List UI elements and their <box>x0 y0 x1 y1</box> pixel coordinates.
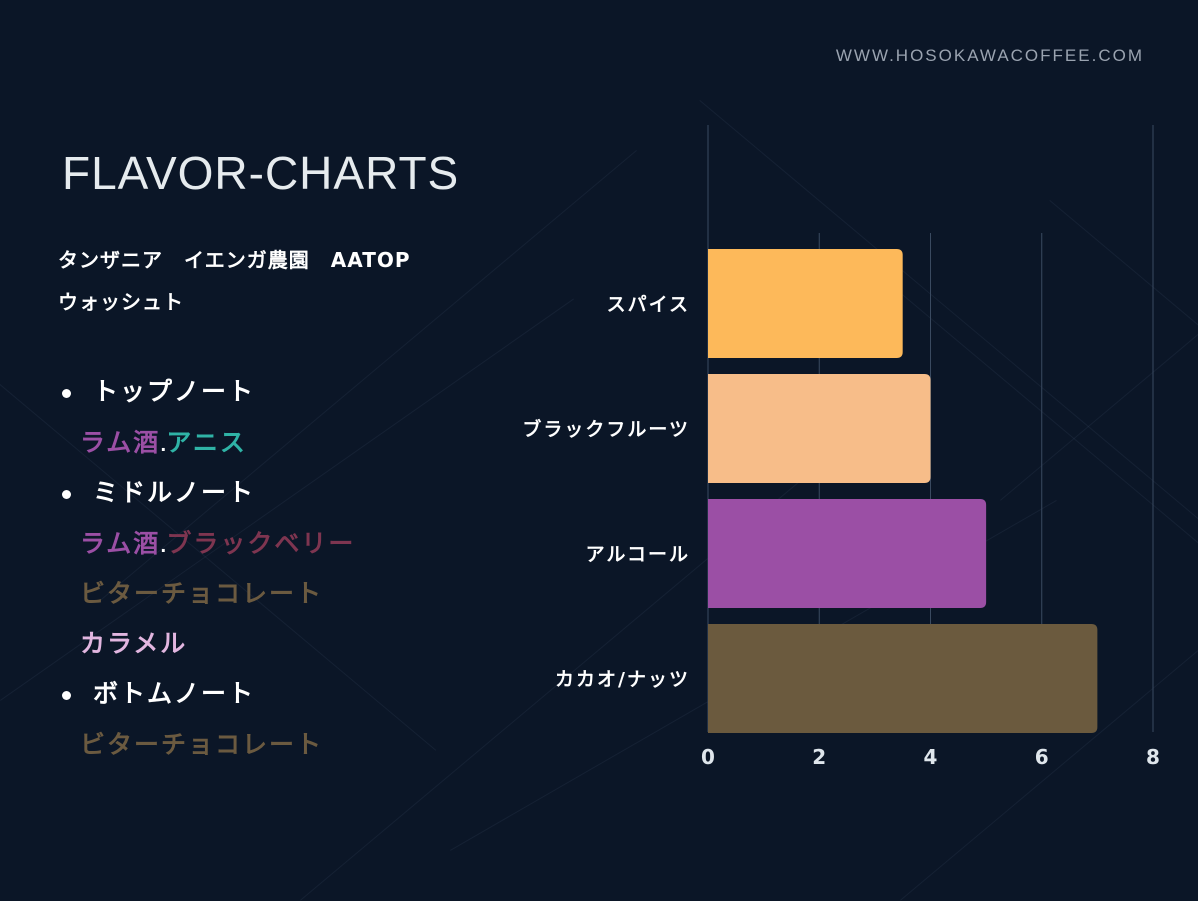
bottom-note-item-chocolate: ビターチョコレート <box>80 730 324 759</box>
category-label: ブラックフルーツ <box>522 418 690 441</box>
x-tick-label: 8 <box>1146 745 1160 769</box>
middle-note-item-caramel: カラメル <box>80 629 188 658</box>
category-label: スパイス <box>607 294 690 316</box>
bar-3 <box>708 624 1098 733</box>
middle-note-item-chocolate: ビターチョコレート <box>80 579 324 608</box>
process-method: ウォッシュト <box>58 290 184 314</box>
bullet-icon <box>62 690 71 700</box>
top-note-items: ラム酒.アニス <box>80 423 247 459</box>
middle-note-label: ミドルノート <box>93 478 256 507</box>
category-label: カカオ/ナッツ <box>555 669 690 691</box>
bottom-note-heading: ボトムノート <box>62 674 255 710</box>
top-note-heading: トップノート <box>62 372 255 408</box>
middle-note-heading: ミドルノート <box>62 473 255 509</box>
bar-1 <box>708 374 931 483</box>
middle-note-items: ラム酒.ブラックベリー <box>80 524 355 560</box>
note-item: ブラックベリー <box>166 529 356 558</box>
website-url: WWW.HOSOKAWACOFFEE.COM <box>835 46 1144 65</box>
top-note-label: トップノート <box>93 377 256 406</box>
x-tick-label: 0 <box>701 745 715 769</box>
x-tick-label: 4 <box>924 745 938 769</box>
bar-2 <box>708 499 987 608</box>
note-item: アニス <box>166 428 247 457</box>
bottom-note-label: ボトムノート <box>93 679 256 708</box>
note-item: ラム酒 <box>80 428 161 457</box>
bullet-icon <box>62 489 71 499</box>
page-title: FLAVOR-CHARTS <box>62 147 460 199</box>
x-tick-label: 2 <box>812 745 826 769</box>
coffee-name: タンザニア イエンガ農園 AATOP <box>58 248 411 272</box>
note-item: . <box>160 537 167 556</box>
bullet-icon <box>62 388 71 398</box>
x-tick-label: 6 <box>1035 745 1049 769</box>
category-label: アルコール <box>586 544 690 566</box>
bar-0 <box>708 249 903 358</box>
note-item: . <box>160 436 167 455</box>
note-item: ラム酒 <box>80 529 161 558</box>
